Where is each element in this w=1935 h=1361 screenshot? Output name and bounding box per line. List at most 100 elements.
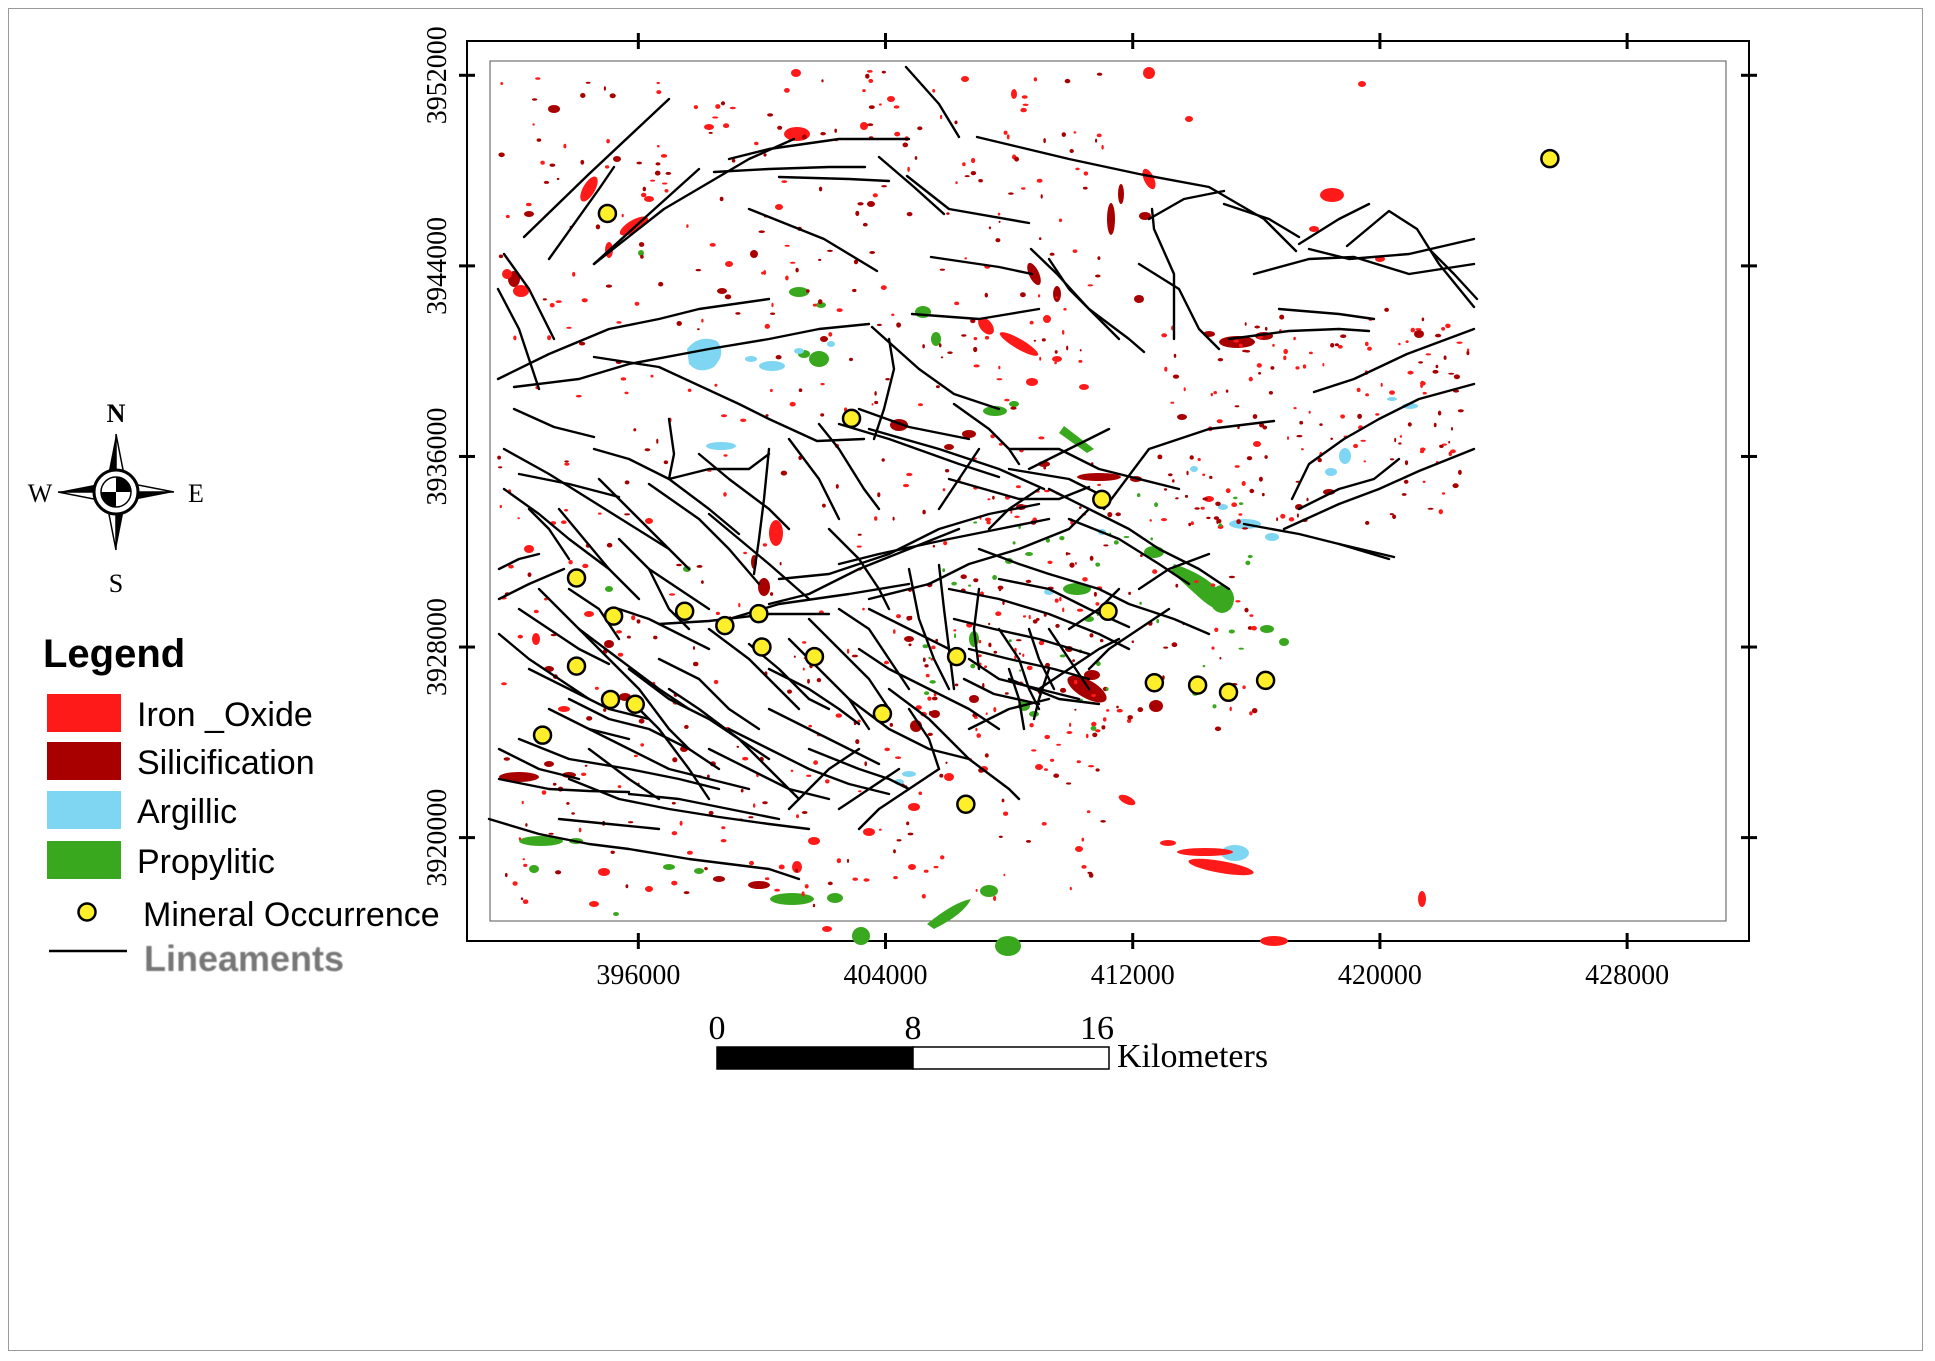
alteration-speck bbox=[1441, 443, 1447, 446]
alteration-speck bbox=[1010, 510, 1013, 514]
alteration-speck bbox=[1288, 517, 1295, 522]
alteration-speck bbox=[977, 654, 982, 658]
alteration-speck bbox=[676, 563, 682, 567]
mineral-occurrence-point bbox=[1255, 670, 1276, 691]
alteration-speck bbox=[1360, 439, 1367, 442]
alteration-speck bbox=[985, 712, 988, 715]
alteration-speck bbox=[1100, 820, 1106, 823]
alteration-speck bbox=[1150, 537, 1153, 541]
alteration-speck bbox=[1451, 427, 1453, 431]
axis-ticks: 396000 404000 412000 420000 428000 3952000 394… bbox=[422, 26, 1757, 991]
alteration-speck bbox=[1357, 413, 1362, 419]
alteration-speck bbox=[1258, 372, 1262, 375]
alteration-speck bbox=[1194, 580, 1199, 584]
alteration-speck bbox=[1457, 409, 1464, 413]
alteration-speck bbox=[846, 648, 850, 654]
alteration-speck bbox=[758, 230, 765, 233]
mineral-occurrence-point bbox=[603, 606, 624, 626]
alteration-speck bbox=[1443, 355, 1447, 360]
alteration-speck bbox=[1245, 560, 1251, 566]
alteration-speck bbox=[1206, 516, 1211, 520]
alteration-speck bbox=[1043, 138, 1046, 144]
alteration-speck bbox=[1213, 516, 1220, 520]
alteration-speck bbox=[1252, 414, 1258, 419]
alteration-speck bbox=[995, 238, 1001, 243]
alteration-speck bbox=[1050, 758, 1055, 762]
alteration-speck bbox=[1293, 407, 1297, 410]
scale-label-8: 8 bbox=[905, 1010, 922, 1047]
alteration-speck bbox=[1078, 359, 1083, 363]
alteration-speck bbox=[894, 131, 901, 137]
alteration-speck bbox=[881, 70, 886, 74]
figure-frame: 396000 404000 412000 420000 428000 3952000 394… bbox=[8, 8, 1923, 1351]
alteration-speck bbox=[775, 355, 782, 360]
alteration-speck bbox=[1317, 457, 1322, 463]
alteration-speck bbox=[801, 134, 807, 140]
alteration-speck bbox=[580, 772, 587, 776]
alteration-speck bbox=[763, 153, 767, 157]
alteration-speck bbox=[924, 664, 929, 668]
alteration-speck bbox=[1090, 725, 1097, 731]
alteration-speck bbox=[572, 271, 576, 277]
mineral-occurrence-point bbox=[532, 725, 553, 745]
alteration-speck bbox=[1264, 455, 1268, 459]
alteration-speck bbox=[1228, 629, 1235, 634]
alteration-speck bbox=[1137, 707, 1144, 713]
alteration-speck bbox=[1170, 401, 1175, 404]
alteration-speck bbox=[1058, 218, 1063, 223]
alteration-speck bbox=[835, 713, 842, 718]
alteration-speck bbox=[1299, 420, 1304, 425]
alteration-speck bbox=[1405, 340, 1409, 343]
alteration-speck bbox=[896, 614, 901, 619]
alteration-speck bbox=[1254, 325, 1260, 329]
alteration-speck bbox=[763, 270, 767, 275]
mineral-occurrence-point bbox=[715, 615, 735, 636]
alteration-speck bbox=[917, 126, 923, 131]
alteration-speck bbox=[988, 642, 992, 648]
alteration-speck bbox=[568, 560, 573, 565]
alteration-speck bbox=[713, 679, 719, 685]
alteration-speck bbox=[1306, 497, 1309, 502]
alteration-speck bbox=[672, 757, 678, 763]
alteration-speck bbox=[665, 171, 672, 175]
alteration-speck bbox=[836, 308, 843, 312]
scale-bar-white-segment bbox=[912, 1046, 1110, 1070]
alteration-speck bbox=[1115, 512, 1121, 517]
alteration-speck bbox=[997, 585, 1004, 590]
alteration-speck bbox=[549, 163, 556, 167]
alteration-speck bbox=[973, 521, 978, 524]
alteration-speck bbox=[862, 89, 866, 93]
alteration-speck bbox=[975, 888, 978, 892]
alteration-speck bbox=[1149, 519, 1152, 522]
alteration-speck bbox=[954, 633, 956, 639]
alteration-speck bbox=[1041, 338, 1046, 342]
alteration-speck bbox=[884, 747, 890, 752]
legend-swatch bbox=[47, 694, 121, 732]
alteration-speck bbox=[1003, 873, 1006, 877]
alteration-speck bbox=[625, 884, 629, 889]
alteration-speck bbox=[715, 104, 721, 109]
alteration-speck bbox=[864, 761, 867, 767]
alteration-speck bbox=[874, 400, 879, 405]
alteration-speck bbox=[1092, 732, 1098, 738]
alteration-speck bbox=[1004, 692, 1009, 695]
alteration-speck bbox=[1302, 364, 1307, 369]
alteration-speck bbox=[777, 125, 783, 130]
alteration-speck bbox=[505, 214, 510, 219]
alteration-speck bbox=[1081, 865, 1087, 869]
alteration-speck bbox=[1101, 144, 1104, 150]
alteration-speck bbox=[1296, 513, 1299, 518]
alteration-speck bbox=[1244, 350, 1251, 353]
alteration-speck bbox=[1248, 376, 1253, 382]
alteration-speck bbox=[988, 622, 991, 626]
alteration-speck bbox=[1276, 517, 1279, 522]
alteration-speck bbox=[513, 335, 517, 341]
alteration-speck bbox=[974, 716, 978, 719]
legend-item: Silicification bbox=[47, 742, 315, 782]
alteration-speck bbox=[1380, 382, 1383, 387]
alteration-speck bbox=[1012, 541, 1016, 545]
alteration-speck bbox=[1211, 646, 1215, 650]
alteration-speck bbox=[827, 249, 833, 252]
alteration-speck bbox=[918, 791, 923, 796]
alteration-speck bbox=[1415, 328, 1422, 331]
